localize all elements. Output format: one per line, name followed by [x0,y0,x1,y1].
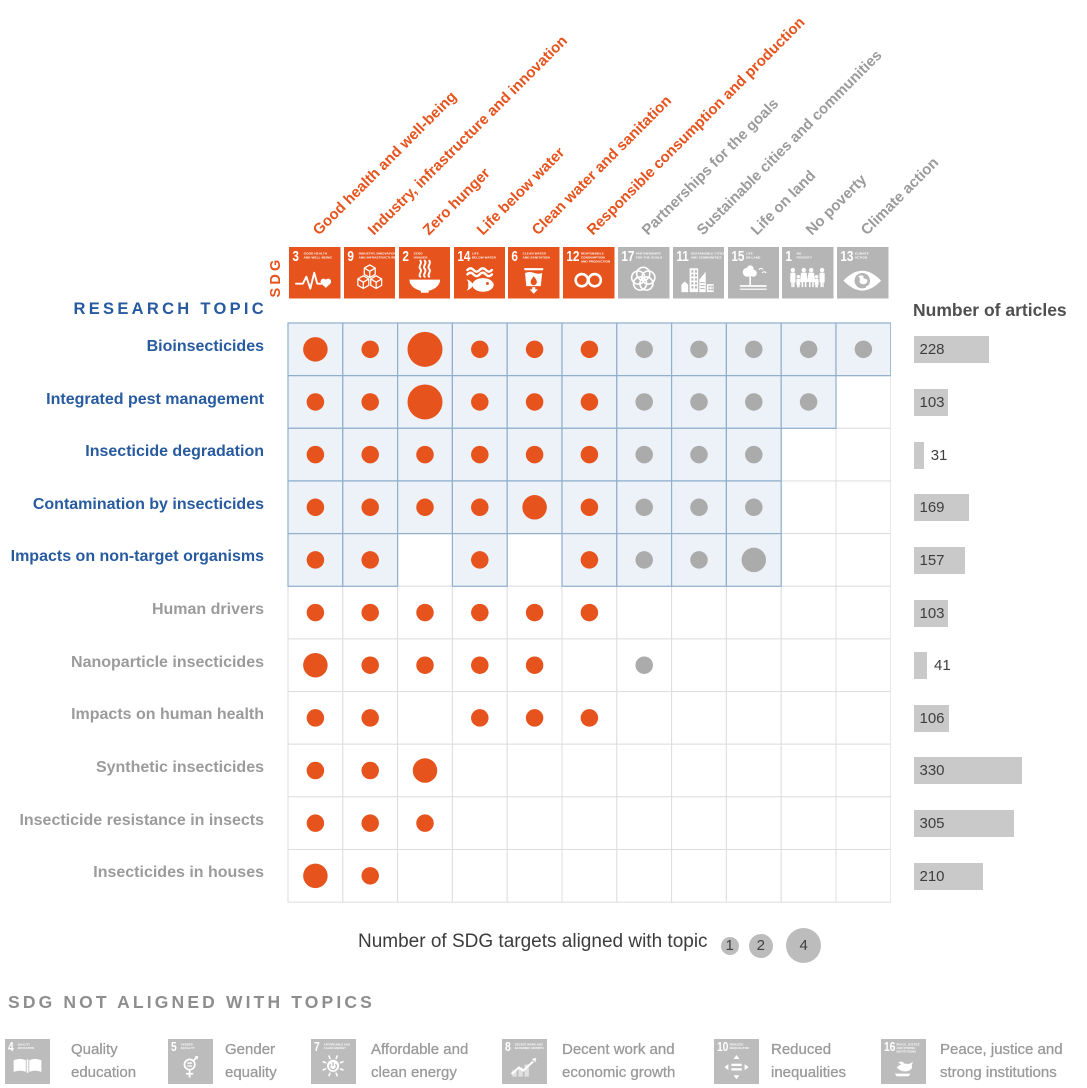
svg-text:AND WELL-BEING: AND WELL-BEING [304,255,333,259]
svg-text:AND STRONG: AND STRONG [897,1046,916,1050]
svg-text:5: 5 [171,1041,177,1054]
svg-text:PARTNERSHIPS: PARTNERSHIPS [636,252,661,256]
svg-text:CONSUMPTION: CONSUMPTION [581,255,605,259]
svg-text:16: 16 [884,1041,895,1054]
svg-text:SUSTAINABLE CITIES: SUSTAINABLE CITIES [691,252,725,256]
svg-text:QUALITY: QUALITY [18,1042,30,1046]
svg-text:AND INFRASTRUCTURE: AND INFRASTRUCTURE [359,255,396,259]
svg-text:EQUALITY: EQUALITY [181,1046,195,1050]
svg-text:4: 4 [8,1041,14,1054]
svg-text:GOOD HEALTH: GOOD HEALTH [304,252,328,256]
svg-text:REDUCED: REDUCED [730,1042,744,1046]
svg-text:15: 15 [731,248,744,264]
svg-text:CLEAN ENERGY: CLEAN ENERGY [324,1046,346,1050]
svg-text:AND COMMUNITIES: AND COMMUNITIES [691,255,722,259]
svg-text:CLEAN WATER: CLEAN WATER [523,252,547,256]
svg-text:6: 6 [512,248,519,264]
svg-text:10: 10 [717,1041,728,1054]
svg-text:17: 17 [621,248,634,264]
svg-text:ZERO: ZERO [413,252,422,256]
svg-text:ON LAND: ON LAND [745,255,760,259]
svg-text:AFFORDABLE AND: AFFORDABLE AND [324,1042,350,1046]
svg-text:3: 3 [292,248,299,264]
svg-text:CLIMATE: CLIMATE [855,252,869,256]
svg-text:INDUSTRY, INNOVATION: INDUSTRY, INNOVATION [359,252,396,256]
svg-text:GENDER: GENDER [181,1042,193,1046]
svg-text:ECONOMIC GROWTH: ECONOMIC GROWTH [515,1046,544,1050]
svg-text:LIFE: LIFE [745,252,752,256]
svg-text:POVERTY: POVERTY [797,255,812,259]
svg-text:11: 11 [676,248,688,264]
svg-text:LIFE: LIFE [471,252,478,256]
svg-text:1: 1 [786,248,793,264]
svg-text:ACTION: ACTION [855,255,867,259]
svg-text:EDUCATION: EDUCATION [18,1046,34,1050]
svg-text:RESPONSIBLE: RESPONSIBLE [581,252,604,256]
svg-text:8: 8 [505,1041,511,1054]
svg-text:12: 12 [566,248,579,264]
svg-text:AND PRODUCTION: AND PRODUCTION [581,259,610,263]
svg-text:7: 7 [314,1041,320,1054]
svg-text:HUNGER: HUNGER [413,255,428,259]
svg-text:DECENT WORK AND: DECENT WORK AND [515,1042,543,1046]
svg-text:9: 9 [347,248,354,264]
svg-text:BELOW WATER: BELOW WATER [471,255,496,259]
svg-text:INSTITUTIONS: INSTITUTIONS [897,1049,917,1053]
svg-text:14: 14 [457,248,471,264]
svg-text:PEACE, JUSTICE: PEACE, JUSTICE [897,1042,920,1046]
svg-text:NO: NO [797,252,802,256]
svg-text:AND SANITATION: AND SANITATION [523,255,550,259]
svg-text:2: 2 [402,248,409,264]
svg-text:FOR THE GOALS: FOR THE GOALS [636,255,662,259]
svg-text:13: 13 [840,248,853,264]
svg-text:INEQUALITIES: INEQUALITIES [730,1046,750,1050]
